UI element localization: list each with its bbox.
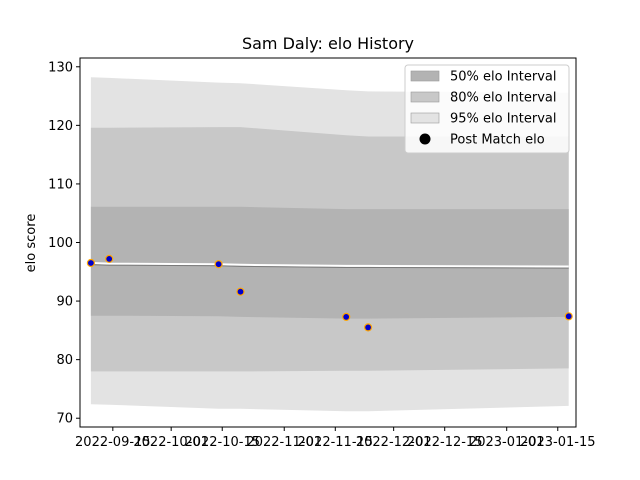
legend-label: 80% elo Interval xyxy=(450,91,557,106)
x-tick-label: 2023-01-15 xyxy=(520,435,596,450)
mean-line xyxy=(90,262,569,268)
y-tick-label: 130 xyxy=(48,60,73,75)
x-tick-label: 2022-10-15 xyxy=(184,435,260,450)
chart-title: Sam Daly: elo History xyxy=(242,34,414,53)
mean-line-shadow xyxy=(90,264,569,269)
mean-lines xyxy=(90,262,569,269)
x-tick-label: 2022-10-01 xyxy=(133,435,209,450)
legend-label: 95% elo Interval xyxy=(450,112,557,127)
legend-box xyxy=(404,64,570,154)
x-tick-label: 2023-01-01 xyxy=(469,435,545,450)
data-point xyxy=(214,260,223,269)
x-axis: 2022-09-152022-10-012022-10-152022-11-01… xyxy=(75,427,596,450)
x-tick-label: 2022-12-01 xyxy=(356,435,432,450)
legend: 50% elo Interval 80% elo Interval 95% elo … xyxy=(404,64,570,154)
x-tick-label: 2022-12-15 xyxy=(407,435,483,450)
data-point xyxy=(364,323,373,332)
band-50 xyxy=(90,206,569,319)
y-axis-label: elo score xyxy=(24,214,39,273)
legend-swatch xyxy=(410,112,440,124)
data-point xyxy=(86,258,96,268)
x-tick-label: 2022-11-15 xyxy=(298,435,374,450)
data-point xyxy=(236,287,245,296)
interval-bands xyxy=(90,77,569,412)
y-tick-label: 100 xyxy=(48,236,73,251)
post-match-points xyxy=(86,254,573,332)
y-tick-label: 110 xyxy=(48,177,73,192)
legend-label: Post Match elo xyxy=(450,133,545,148)
legend-swatch xyxy=(410,91,440,103)
y-tick-label: 90 xyxy=(56,295,73,310)
data-point xyxy=(105,254,114,263)
y-tick-label: 120 xyxy=(48,119,73,134)
legend-label: 50% elo Interval xyxy=(450,70,557,85)
y-tick-label: 80 xyxy=(56,353,73,368)
data-point xyxy=(342,312,351,321)
x-tick-label: 2022-11-01 xyxy=(246,435,322,450)
y-tick-label: 70 xyxy=(56,412,73,427)
legend-marker xyxy=(419,133,431,145)
data-point xyxy=(564,312,573,321)
legend-swatch xyxy=(410,70,440,82)
x-tick-label: 2022-09-15 xyxy=(75,435,151,450)
y-axis: 70 80 90 100 110 120 130 xyxy=(48,60,80,427)
